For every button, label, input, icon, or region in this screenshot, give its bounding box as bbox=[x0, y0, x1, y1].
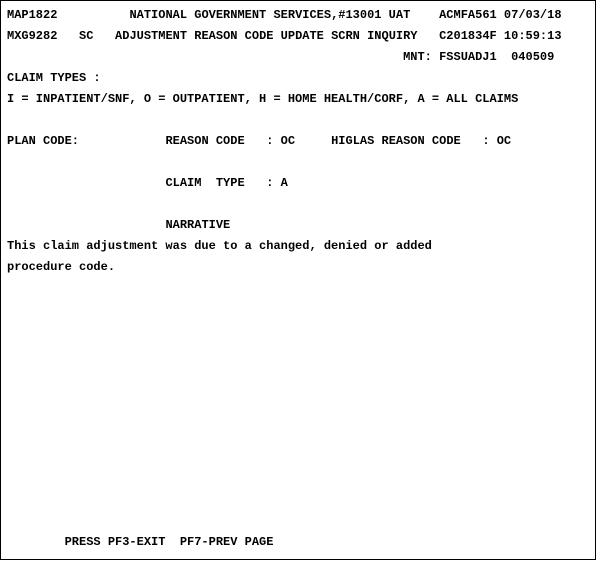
sc-code: SC bbox=[79, 29, 93, 43]
narrative-line-1: This claim adjustment was due to a chang… bbox=[7, 236, 589, 257]
map-id: MAP1822 bbox=[7, 8, 57, 22]
txn-id: MXG9282 bbox=[7, 29, 57, 43]
terminal-screen: MAP1822 NATIONAL GOVERNMENT SERVICES,#13… bbox=[0, 0, 596, 560]
reason-code-value: OC bbox=[281, 134, 295, 148]
blank-row bbox=[7, 110, 589, 131]
system-code: ACMFA561 bbox=[439, 8, 497, 22]
claim-type-row: CLAIM TYPE : A bbox=[7, 173, 589, 194]
header-row-3: MNT: FSSUADJ1 040509 bbox=[7, 47, 589, 68]
narrative-text-2: procedure code. bbox=[7, 260, 115, 274]
header-time: 10:59:13 bbox=[504, 29, 562, 43]
blank-row bbox=[7, 194, 589, 215]
mnt-code: 040509 bbox=[511, 50, 554, 64]
header-date: 07/03/18 bbox=[504, 8, 562, 22]
codes-row: PLAN CODE: REASON CODE : OC HIGLAS REASO… bbox=[7, 131, 589, 152]
claim-types-label-row: CLAIM TYPES : bbox=[7, 68, 589, 89]
mnt-label: MNT: bbox=[403, 50, 432, 64]
claim-types-legend-row: I = INPATIENT/SNF, O = OUTPATIENT, H = H… bbox=[7, 89, 589, 110]
claim-types-legend: I = INPATIENT/SNF, O = OUTPATIENT, H = H… bbox=[7, 92, 518, 106]
claim-type-label: CLAIM TYPE bbox=[165, 176, 244, 190]
header-row-2: MXG9282 SC ADJUSTMENT REASON CODE UPDATE… bbox=[7, 26, 589, 47]
screen-title: ADJUSTMENT REASON CODE UPDATE SCRN INQUI… bbox=[115, 29, 417, 43]
plan-code-label: PLAN CODE: bbox=[7, 134, 79, 148]
footer-row: PRESS PF3-EXIT PF7-PREV PAGE bbox=[7, 532, 589, 553]
session-id: C201834F bbox=[439, 29, 497, 43]
narrative-label-row: NARRATIVE bbox=[7, 215, 589, 236]
blank-row bbox=[7, 152, 589, 173]
higlas-label: HIGLAS REASON CODE bbox=[331, 134, 461, 148]
claim-type-value: A bbox=[281, 176, 288, 190]
agency-name: NATIONAL GOVERNMENT SERVICES,#13001 UAT bbox=[129, 8, 410, 22]
pf-keys[interactable]: PRESS PF3-EXIT PF7-PREV PAGE bbox=[65, 535, 274, 549]
claim-types-label: CLAIM TYPES : bbox=[7, 71, 101, 85]
higlas-value: OC bbox=[497, 134, 511, 148]
narrative-line-2: procedure code. bbox=[7, 257, 589, 278]
narrative-text-1: This claim adjustment was due to a chang… bbox=[7, 239, 432, 253]
narrative-label: NARRATIVE bbox=[165, 218, 230, 232]
mnt-value: FSSUADJ1 bbox=[439, 50, 497, 64]
reason-code-label: REASON CODE bbox=[165, 134, 244, 148]
header-row-1: MAP1822 NATIONAL GOVERNMENT SERVICES,#13… bbox=[7, 5, 589, 26]
